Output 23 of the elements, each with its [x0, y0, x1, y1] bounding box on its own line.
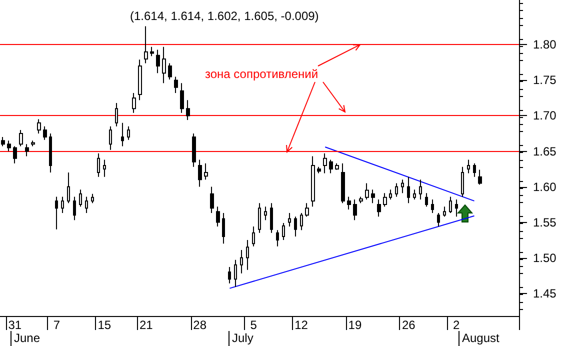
x-tick-label: 15: [98, 318, 112, 332]
y-tick-label: 1.80: [533, 38, 557, 52]
y-tick-label: 1.65: [533, 144, 557, 158]
y-tick-label: 1.45: [533, 286, 557, 300]
y-tick-label: 1.60: [533, 180, 557, 194]
x-tick-label: 5: [250, 318, 258, 332]
y-tick-label: 1.50: [533, 250, 557, 265]
x-tick-label: 21: [139, 318, 154, 332]
x-tick-label: 26: [402, 318, 416, 332]
text: June: [14, 331, 40, 345]
text: (1.614, 1.614, 1.602, 1.605, -0.009): [130, 9, 319, 23]
x-tick-label: 12: [294, 318, 308, 332]
annotation: зона сопротивлений: [205, 67, 318, 81]
y-tick-label: 1.75: [533, 73, 557, 88]
y-tick-label: 1.55: [533, 215, 557, 230]
text: July: [232, 331, 254, 345]
x-tick-label: 7: [53, 318, 60, 332]
text: August: [462, 331, 500, 345]
x-tick-label: 2: [453, 318, 460, 332]
x-tick-label: 31: [8, 318, 22, 332]
x-tick-label: 19: [348, 318, 362, 332]
x-tick-label: 28: [193, 318, 207, 332]
y-tick-label: 1.70: [533, 108, 557, 123]
